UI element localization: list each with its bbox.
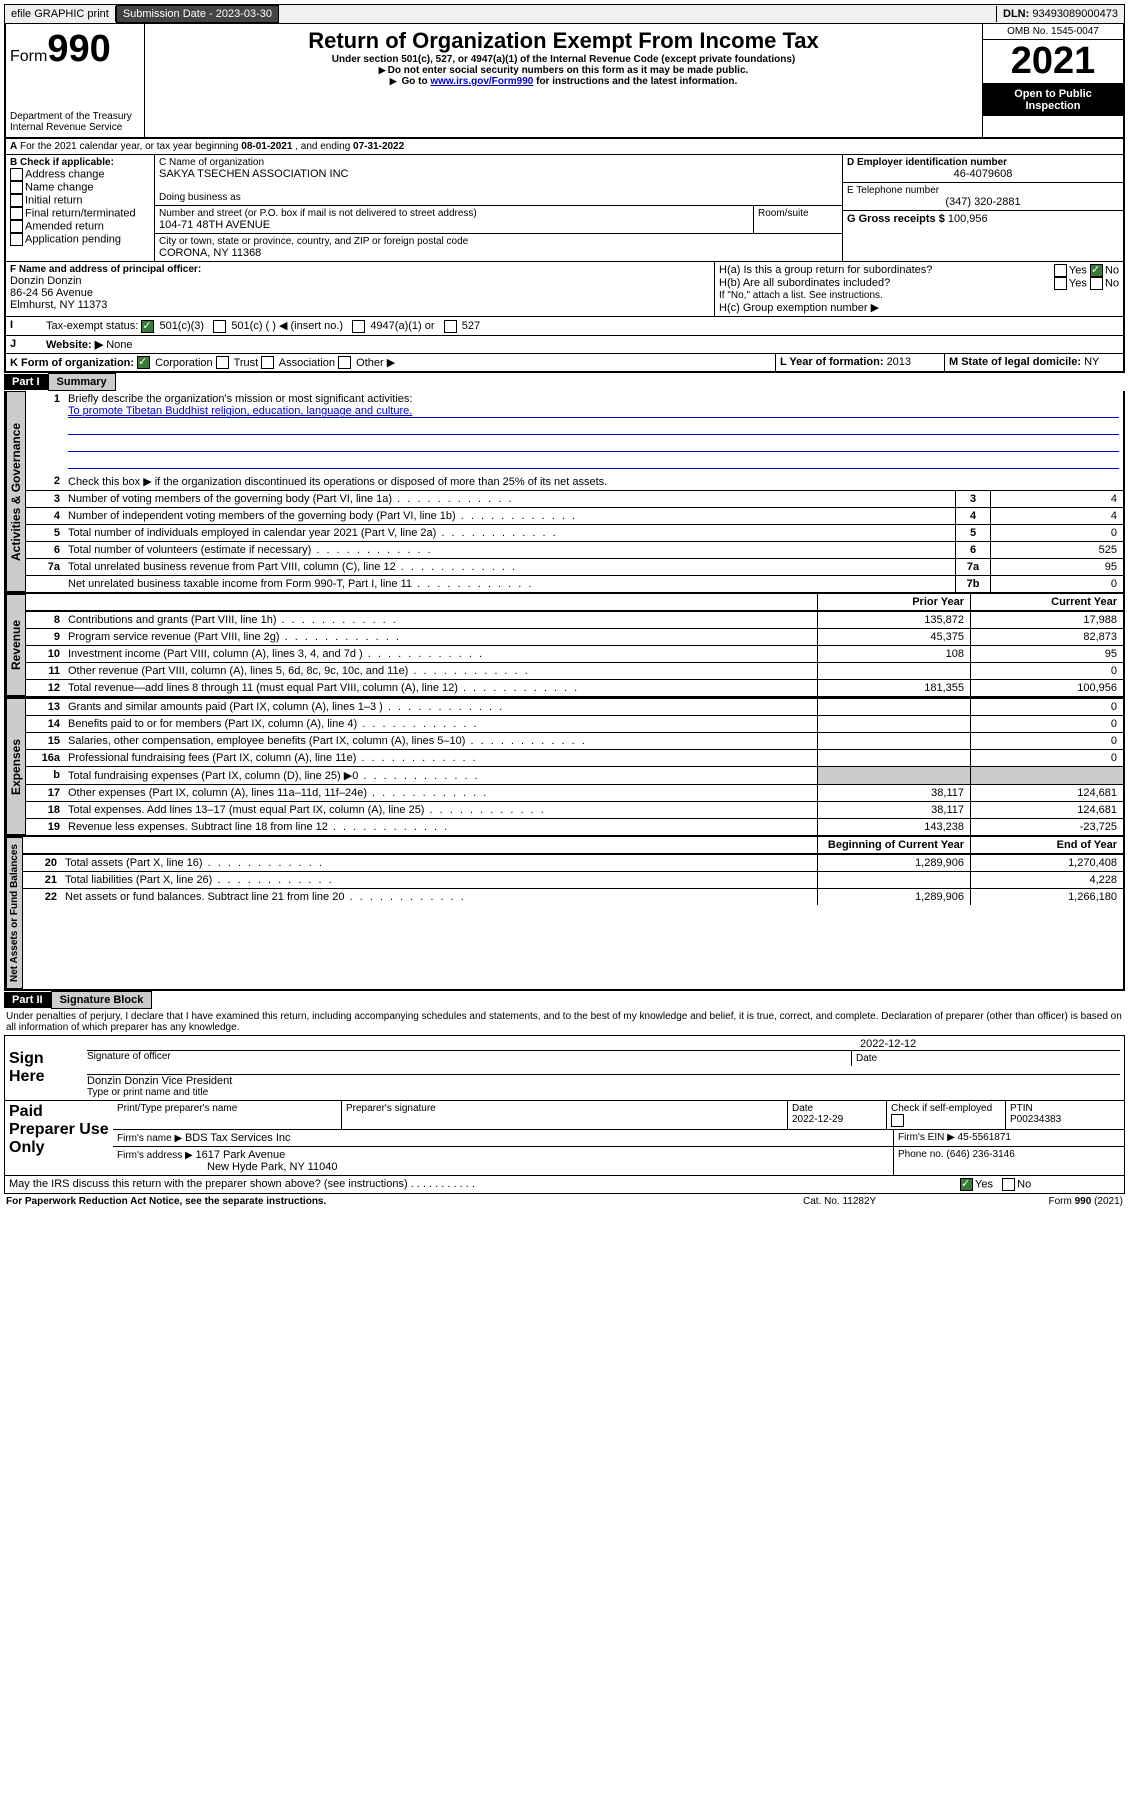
box-f: F Name and address of principal officer:… bbox=[6, 262, 715, 316]
tax-year: 2021 bbox=[983, 40, 1123, 84]
tab-governance: Activities & Governance bbox=[6, 391, 26, 592]
summary-row: 21Total liabilities (Part X, line 26)4,2… bbox=[23, 871, 1123, 888]
box-j: Website: ▶ None bbox=[42, 336, 1123, 353]
summary-row: 20Total assets (Part X, line 16)1,289,90… bbox=[23, 854, 1123, 871]
summary-row: 14Benefits paid to or for members (Part … bbox=[26, 715, 1123, 732]
efile-label: efile GRAPHIC print bbox=[5, 6, 116, 22]
chk-amended[interactable] bbox=[10, 220, 23, 233]
dln: DLN: 93493089000473 bbox=[996, 6, 1124, 22]
chk-address[interactable] bbox=[10, 168, 23, 181]
row-a: A For the 2021 calendar year, or tax yea… bbox=[6, 139, 1123, 155]
sign-here: Sign Here 2022-12-12 Signature of office… bbox=[4, 1035, 1125, 1101]
box-h: H(a) Is this a group return for subordin… bbox=[715, 262, 1123, 316]
summary-row: bTotal fundraising expenses (Part IX, co… bbox=[26, 766, 1123, 784]
summary-row: 10Investment income (Part VIII, column (… bbox=[26, 645, 1123, 662]
box-l: L Year of formation: 2013 bbox=[776, 354, 945, 372]
summary-row: 6Total number of volunteers (estimate if… bbox=[26, 541, 1123, 558]
box-m: M State of legal domicile: NY bbox=[945, 354, 1123, 372]
part2: Part IISignature Block bbox=[4, 991, 1125, 1009]
summary-row: 15Salaries, other compensation, employee… bbox=[26, 732, 1123, 749]
chk-final[interactable] bbox=[10, 207, 23, 220]
chk-501c3[interactable] bbox=[141, 320, 154, 333]
chk-pending[interactable] bbox=[10, 233, 23, 246]
box-i: Tax-exempt status: 501(c)(3) 501(c) ( ) … bbox=[42, 317, 1123, 335]
submission-btn[interactable]: Submission Date - 2023-03-30 bbox=[116, 5, 279, 23]
summary-row: 4Number of independent voting members of… bbox=[26, 507, 1123, 524]
chk-discuss-no[interactable] bbox=[1002, 1178, 1015, 1191]
chk-name[interactable] bbox=[10, 181, 23, 194]
open-public: Open to Public Inspection bbox=[983, 84, 1123, 116]
summary-row: Net unrelated business taxable income fr… bbox=[26, 575, 1123, 592]
chk-discuss-yes[interactable] bbox=[960, 1178, 973, 1191]
footer: For Paperwork Reduction Act Notice, see … bbox=[4, 1194, 1125, 1209]
summary-row: 9Program service revenue (Part VIII, lin… bbox=[26, 628, 1123, 645]
box-c: C Name of organization SAKYA TSECHEN ASS… bbox=[155, 155, 843, 261]
part1: Part ISummary bbox=[4, 373, 1125, 391]
summary-row: 13Grants and similar amounts paid (Part … bbox=[26, 698, 1123, 715]
chk-initial[interactable] bbox=[10, 194, 23, 207]
summary-row: 11Other revenue (Part VIII, column (A), … bbox=[26, 662, 1123, 679]
summary-row: 22Net assets or fund balances. Subtract … bbox=[23, 888, 1123, 905]
box-k: K Form of organization: Corporation Trus… bbox=[6, 354, 776, 372]
paid-preparer: Paid Preparer Use Only Print/Type prepar… bbox=[4, 1101, 1125, 1176]
summary-row: 19Revenue less expenses. Subtract line 1… bbox=[26, 818, 1123, 835]
tab-revenue: Revenue bbox=[6, 594, 26, 696]
summary-row: 3Number of voting members of the governi… bbox=[26, 490, 1123, 507]
box-b: B Check if applicable: Address change Na… bbox=[6, 155, 155, 261]
declaration: Under penalties of perjury, I declare th… bbox=[4, 1009, 1125, 1035]
summary-row: 12Total revenue—add lines 8 through 11 (… bbox=[26, 679, 1123, 696]
irs-link[interactable]: www.irs.gov/Form990 bbox=[430, 76, 533, 87]
top-bar: efile GRAPHIC print Submission Date - 20… bbox=[4, 4, 1125, 24]
mission-link[interactable]: To promote Tibetan Buddhist religion, ed… bbox=[68, 405, 412, 417]
form-header: Form990 Department of the Treasury Inter… bbox=[4, 24, 1125, 139]
box-deg: D Employer identification number 46-4079… bbox=[843, 155, 1123, 261]
summary-row: 16aProfessional fundraising fees (Part I… bbox=[26, 749, 1123, 766]
tab-expenses: Expenses bbox=[6, 698, 26, 835]
summary-row: 5Total number of individuals employed in… bbox=[26, 524, 1123, 541]
summary-row: 17Other expenses (Part IX, column (A), l… bbox=[26, 784, 1123, 801]
omb: OMB No. 1545-0047 bbox=[983, 24, 1123, 40]
discuss-row: May the IRS discuss this return with the… bbox=[4, 1176, 1125, 1194]
summary-row: 7aTotal unrelated business revenue from … bbox=[26, 558, 1123, 575]
summary-row: 18Total expenses. Add lines 13–17 (must … bbox=[26, 801, 1123, 818]
summary-row: 8Contributions and grants (Part VIII, li… bbox=[26, 611, 1123, 628]
form-title: Return of Organization Exempt From Incom… bbox=[149, 28, 978, 54]
tab-net: Net Assets or Fund Balances bbox=[6, 837, 23, 989]
